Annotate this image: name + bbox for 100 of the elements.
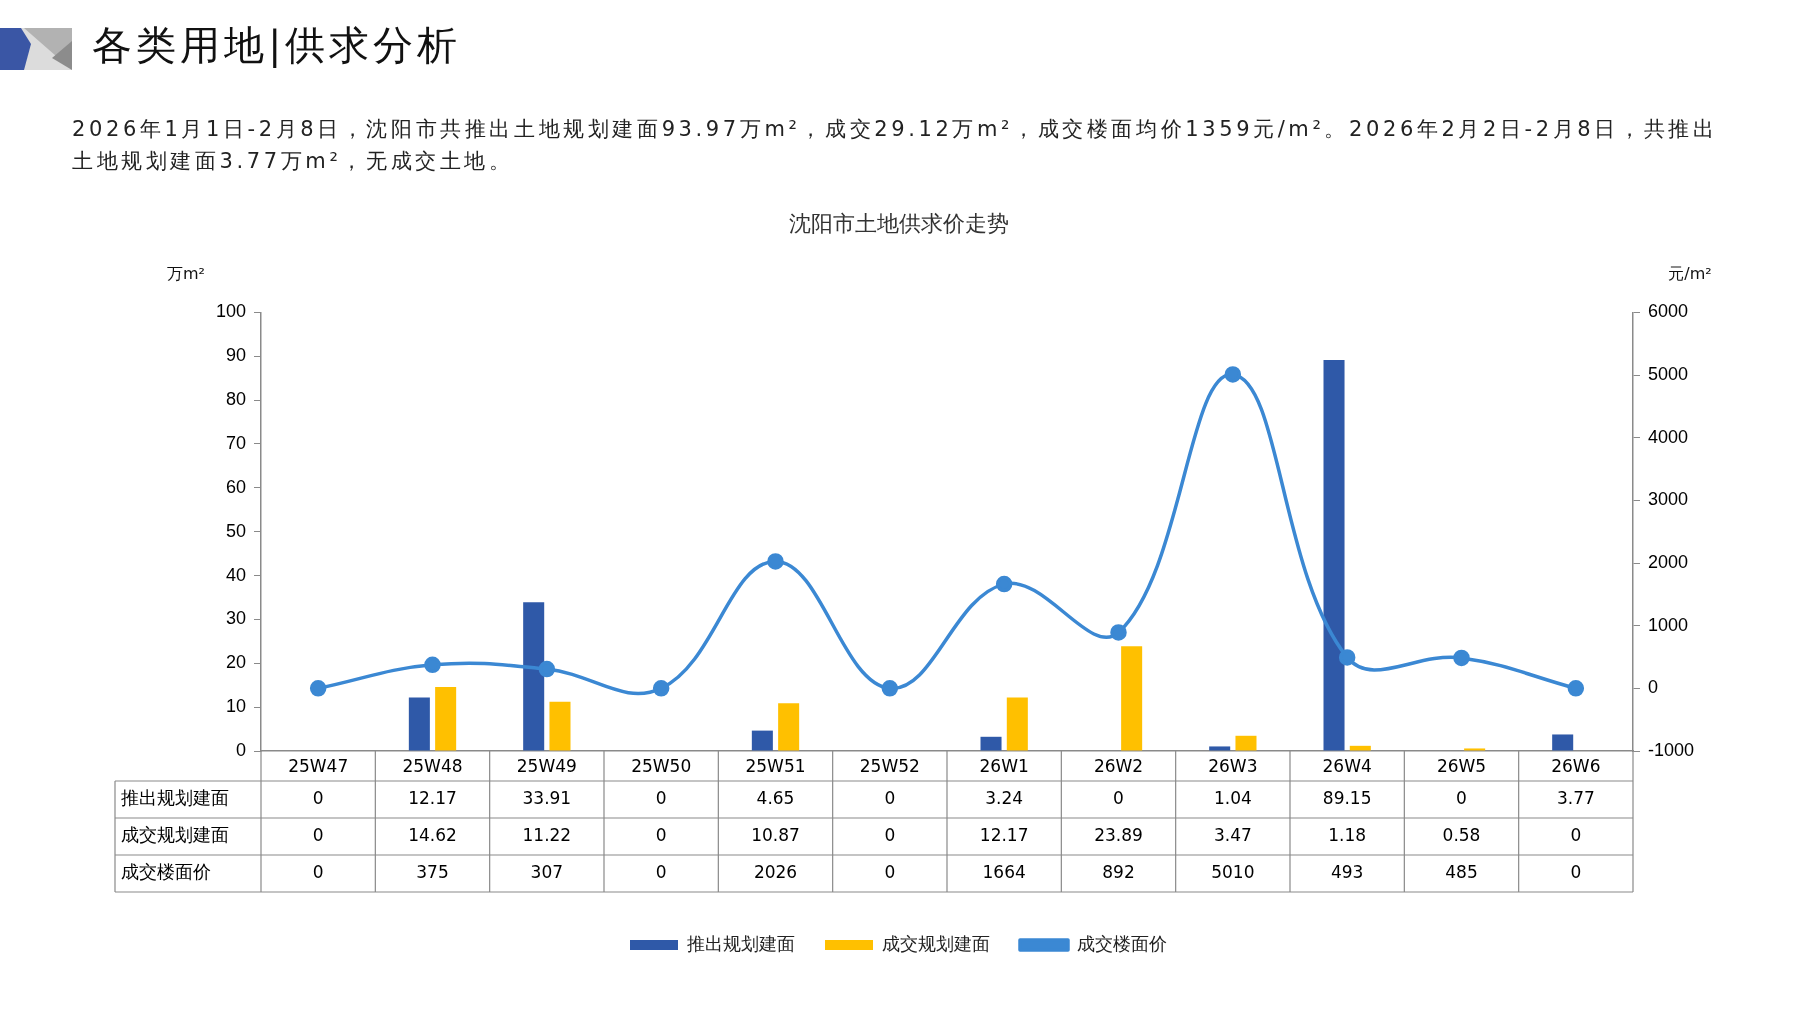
data-label: 3.24 [985,787,1024,808]
point [1224,366,1242,383]
bar [435,686,457,751]
data-label: 3.77 [1556,787,1595,808]
data-label: 0 [312,787,324,808]
data-label: 10.87 [751,824,800,845]
text: 推出规划建面 [121,787,229,809]
data-label: 33.91 [522,787,572,808]
text: 各类用地|供求分析 [92,21,462,70]
y2-tick-label: 1000 [1648,614,1689,635]
point [881,680,899,697]
y-tick-label: 80 [225,389,246,410]
point [424,656,441,674]
bar [1209,746,1231,751]
data-label: 2026 [753,861,798,882]
y-tick-label: 20 [225,652,246,673]
data-label: 0 [884,787,896,808]
point [995,575,1013,593]
text: 成交规划建面 [121,824,229,846]
x-tick-label: 26W6 [1551,755,1601,776]
data-label: 5010 [1211,861,1255,882]
point [1110,624,1127,641]
legend-label: 成交规划建面 [882,932,990,954]
x-tick-label: 25W47 [288,755,349,776]
x-tick-label: 26W2 [1093,755,1144,776]
bar [523,602,545,751]
y2-tick-label: 2000 [1648,552,1689,572]
y2-axis-title: 元/m² [1668,263,1712,283]
data-label: 307 [530,861,564,882]
data-label: 0 [1113,787,1124,808]
bar [1006,697,1028,751]
text: 成交楼面价 [121,861,211,883]
point [1338,649,1356,666]
data-label: 89.15 [1322,787,1372,808]
y2-tick-label: 3000 [1648,489,1689,510]
data-label: 0 [312,861,324,882]
point [1453,649,1470,667]
y2-tick-label: 5000 [1648,364,1689,385]
bar [1235,735,1257,751]
data-label: 0 [655,824,667,845]
bar [980,736,1002,751]
bar [778,703,800,751]
data-label: 892 [1102,861,1135,882]
point [538,660,556,678]
data-label: 23.89 [1094,824,1143,845]
data-label: 0 [655,861,667,882]
data-label: 0 [884,824,896,845]
point [652,680,670,697]
bar [1349,745,1371,751]
y-tick-label: 100 [215,301,246,322]
data-label: 375 [416,861,449,882]
data-label: 14.62 [408,824,457,845]
y-tick-label: 70 [225,432,246,453]
point [767,553,784,570]
data-label: 12.17 [979,824,1029,845]
bar [1552,734,1574,751]
data-label: 11.22 [522,824,572,845]
data-label: 1664 [982,861,1026,882]
y-tick-label: 90 [225,345,246,366]
legend-label: 推出规划建面 [687,932,795,954]
data-label: 0 [1570,861,1582,882]
bar [751,730,773,751]
y-tick-label: 0 [235,739,246,760]
x-tick-label: 25W49 [516,755,577,776]
bar [1121,646,1143,751]
y-tick-label: 50 [225,520,246,541]
x-tick-label: 25W48 [402,755,463,776]
y-tick-label: 10 [225,696,246,717]
data-label: 1.18 [1328,824,1367,845]
x-tick-label: 26W4 [1322,755,1372,776]
data-label: 0 [884,861,896,882]
point [309,680,327,697]
bar [1464,748,1486,751]
x-tick-label: 26W1 [979,755,1029,776]
bar [408,697,430,751]
x-tick-label: 25W52 [859,755,920,776]
y2-tick-label: -1000 [1648,739,1695,760]
data-label: 3.47 [1213,824,1252,845]
data-label: 0 [312,824,324,845]
point [1567,680,1585,697]
x-tick-label: 26W5 [1436,755,1487,776]
y2-tick-label: 6000 [1648,301,1689,322]
data-label: 0 [1456,787,1467,808]
y-tick-label: 30 [225,608,246,629]
x-tick-label: 26W3 [1208,755,1258,776]
legend-label: 成交楼面价 [1077,932,1167,954]
data-label: 485 [1445,861,1478,882]
x-tick-label: 25W50 [631,755,692,776]
data-label: 0 [1570,824,1582,845]
bar [549,701,571,751]
data-label: 0.58 [1442,824,1481,845]
chart-title: 沈阳市土地供求价走势 [788,210,1009,236]
y-axis-title: 万m² [167,263,205,283]
x-tick-label: 25W51 [745,755,806,776]
data-label: 493 [1330,861,1364,882]
data-label: 1.04 [1213,787,1252,808]
y-tick-label: 40 [225,564,246,585]
data-label: 12.17 [408,787,457,808]
bar [1323,359,1345,751]
data-label: 4.65 [756,787,795,808]
